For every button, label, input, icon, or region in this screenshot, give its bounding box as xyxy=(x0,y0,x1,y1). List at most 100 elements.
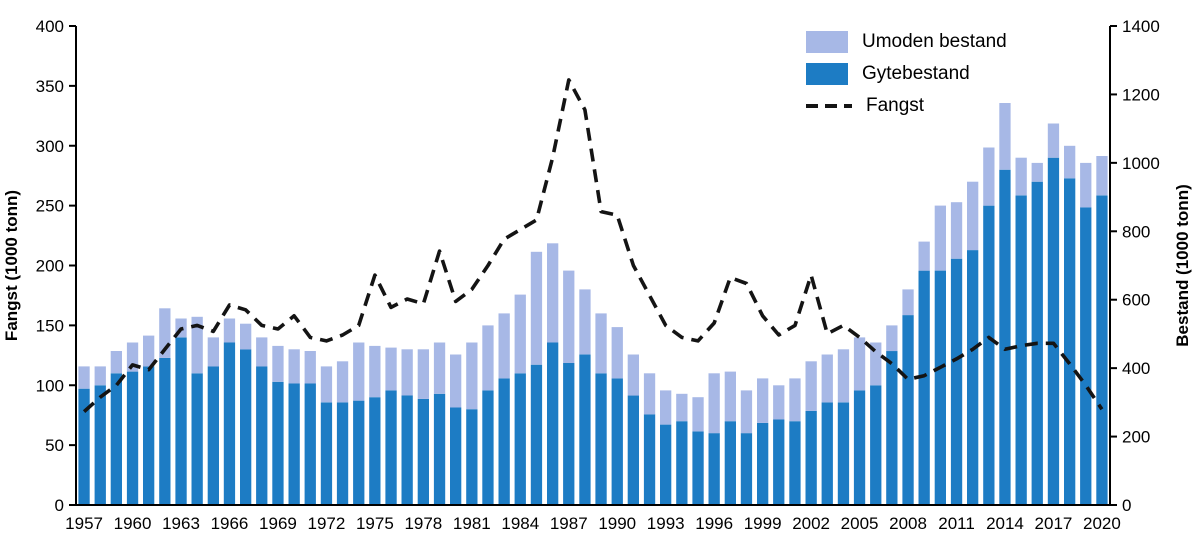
x-tick-label: 2017 xyxy=(1035,514,1073,533)
bar-gytebestand xyxy=(143,366,155,505)
bar-gytebestand xyxy=(433,393,446,505)
bar-gytebestand xyxy=(805,410,817,505)
bar-umoden-bestand xyxy=(547,243,559,343)
x-tick-label: 1987 xyxy=(550,514,588,533)
bar-gytebestand xyxy=(983,205,995,505)
bar-umoden-bestand xyxy=(336,361,349,403)
bar-gytebestand xyxy=(320,402,333,505)
bar-umoden-bestand xyxy=(708,373,720,434)
legend-item-gytebestand: Gytebestand xyxy=(806,62,1007,86)
bar-gytebestand xyxy=(1096,195,1108,505)
bar-umoden-bestand xyxy=(514,294,526,374)
bar-umoden-bestand xyxy=(805,361,817,411)
bar-umoden-bestand xyxy=(466,342,478,410)
bar-gytebestand xyxy=(1064,178,1076,506)
bar-gytebestand xyxy=(967,250,979,505)
bar-gytebestand xyxy=(1080,207,1092,506)
bar-gytebestand xyxy=(692,431,704,505)
left-tick-label: 0 xyxy=(55,496,64,515)
bar-umoden-bestand xyxy=(611,327,623,379)
bar-umoden-bestand xyxy=(450,354,462,408)
x-tick-label: 1981 xyxy=(453,514,491,533)
bar-umoden-bestand xyxy=(498,313,510,379)
bars-group xyxy=(78,103,1108,506)
bar-umoden-bestand xyxy=(627,354,639,396)
bar-umoden-bestand xyxy=(126,342,139,372)
fangst-line xyxy=(82,78,1104,413)
bar-gytebestand xyxy=(724,421,736,505)
left-axis-title: Fangst (1000 tonn) xyxy=(2,190,21,341)
bar-umoden-bestand xyxy=(207,337,219,367)
bar-gytebestand xyxy=(482,390,494,505)
left-tick-label: 150 xyxy=(36,316,64,335)
bar-umoden-bestand xyxy=(853,337,866,391)
bar-gytebestand xyxy=(175,337,187,505)
x-tick-label: 2020 xyxy=(1083,514,1121,533)
bar-umoden-bestand xyxy=(789,378,801,422)
x-tick-label: 1972 xyxy=(308,514,346,533)
bar-gytebestand xyxy=(450,407,462,505)
bar-gytebestand xyxy=(94,385,106,506)
right-tick-label: 1200 xyxy=(1122,85,1160,104)
bar-gytebestand xyxy=(159,357,171,505)
bar-umoden-bestand xyxy=(143,335,155,367)
bar-gytebestand xyxy=(643,414,656,505)
bar-umoden-bestand xyxy=(1064,145,1076,179)
bar-umoden-bestand xyxy=(1015,157,1027,196)
bar-gytebestand xyxy=(191,373,203,505)
bar-gytebestand xyxy=(837,402,850,505)
bar-umoden-bestand xyxy=(256,337,268,367)
x-tick-label: 2014 xyxy=(986,514,1024,533)
bar-gytebestand xyxy=(78,388,90,505)
bar-umoden-bestand xyxy=(385,347,397,391)
x-tick-label: 2011 xyxy=(938,514,975,533)
left-tick-label: 350 xyxy=(36,77,64,96)
bar-gytebestand xyxy=(385,390,397,505)
x-tick-label: 1993 xyxy=(647,514,685,533)
bar-umoden-bestand xyxy=(643,373,656,415)
right-tick-label: 200 xyxy=(1122,428,1150,447)
bar-gytebestand xyxy=(353,400,365,505)
x-tick-label: 1996 xyxy=(695,514,733,533)
bar-gytebestand xyxy=(757,422,769,505)
bar-umoden-bestand xyxy=(983,147,995,206)
bar-gytebestand xyxy=(918,270,930,505)
legend-item-umoden-bestand: Umoden bestand xyxy=(806,30,1007,54)
bar-umoden-bestand xyxy=(773,385,785,420)
x-tick-label: 2008 xyxy=(889,514,927,533)
bar-umoden-bestand xyxy=(692,397,704,432)
bar-gytebestand xyxy=(223,342,236,505)
bar-umoden-bestand xyxy=(1080,162,1092,208)
bar-umoden-bestand xyxy=(288,349,300,384)
bar-gytebestand xyxy=(466,409,478,505)
legend: Umoden bestand Gytebestand Fangst xyxy=(806,30,1007,118)
bar-umoden-bestand xyxy=(999,103,1011,170)
bar-umoden-bestand xyxy=(837,349,850,403)
bar-umoden-bestand xyxy=(918,241,930,271)
bar-umoden-bestand xyxy=(320,366,333,403)
bar-gytebestand xyxy=(207,366,219,505)
bar-umoden-bestand xyxy=(724,371,736,422)
bar-umoden-bestand xyxy=(401,349,413,396)
bar-gytebestand xyxy=(886,351,898,505)
bar-gytebestand xyxy=(773,419,785,505)
bar-gytebestand xyxy=(853,390,866,505)
legend-label: Gytebestand xyxy=(862,63,970,84)
left-tick-label: 400 xyxy=(36,17,64,36)
legend-label: Umoden bestand xyxy=(862,31,1007,52)
bar-umoden-bestand xyxy=(223,318,236,343)
bar-umoden-bestand xyxy=(353,342,365,401)
bar-gytebestand xyxy=(660,424,672,505)
gytebestand-swatch-icon xyxy=(806,63,848,85)
bar-umoden-bestand xyxy=(272,345,284,382)
bar-gytebestand xyxy=(110,373,122,505)
bar-umoden-bestand xyxy=(676,393,688,422)
bar-gytebestand xyxy=(740,433,753,505)
bar-umoden-bestand xyxy=(579,289,591,355)
right-tick-label: 1400 xyxy=(1122,17,1160,36)
x-tick-label: 1975 xyxy=(356,514,394,533)
bar-gytebestand xyxy=(950,258,963,505)
x-tick-label: 1963 xyxy=(162,514,200,533)
x-axis-labels: 1957 1960 1963 1966 1969 1972 1975 1978 1981 1984… xyxy=(65,514,1121,533)
right-tick-label: 400 xyxy=(1122,359,1150,378)
